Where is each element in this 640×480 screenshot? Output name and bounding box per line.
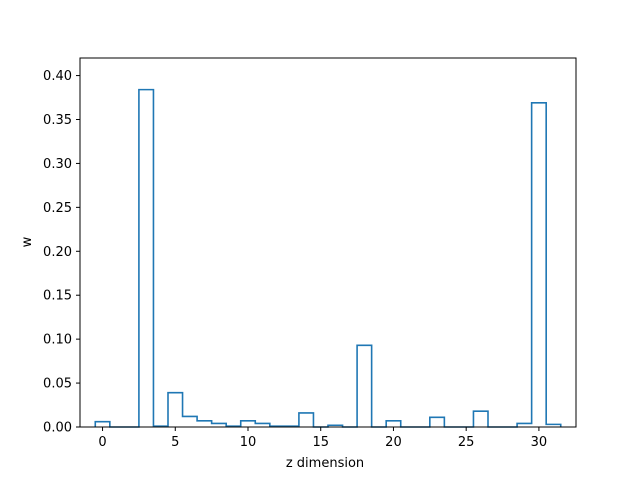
y-tick-label: 0.25 — [43, 201, 72, 216]
x-axis-label: z dimension — [286, 456, 364, 471]
x-tick-label: 15 — [312, 435, 329, 450]
x-tick-label: 10 — [240, 435, 257, 450]
y-tick-label: 0.15 — [43, 289, 72, 304]
x-tick-label: 25 — [458, 435, 475, 450]
axes-frame — [79, 57, 577, 428]
y-tick-label: 0.10 — [43, 333, 72, 348]
x-tick-label: 0 — [98, 435, 106, 450]
y-tick-label: 0.00 — [43, 421, 72, 436]
y-tick-label: 0.40 — [43, 69, 72, 84]
plot-area — [80, 58, 576, 427]
y-axis-label: w — [20, 236, 35, 247]
x-tick-label: 30 — [531, 435, 548, 450]
y-tick-label: 0.20 — [43, 245, 72, 260]
y-tick-label: 0.30 — [43, 157, 72, 172]
y-tick-label: 0.05 — [43, 377, 72, 392]
y-tick-label: 0.35 — [43, 113, 72, 128]
x-tick-label: 5 — [171, 435, 179, 450]
x-tick-label: 20 — [385, 435, 402, 450]
